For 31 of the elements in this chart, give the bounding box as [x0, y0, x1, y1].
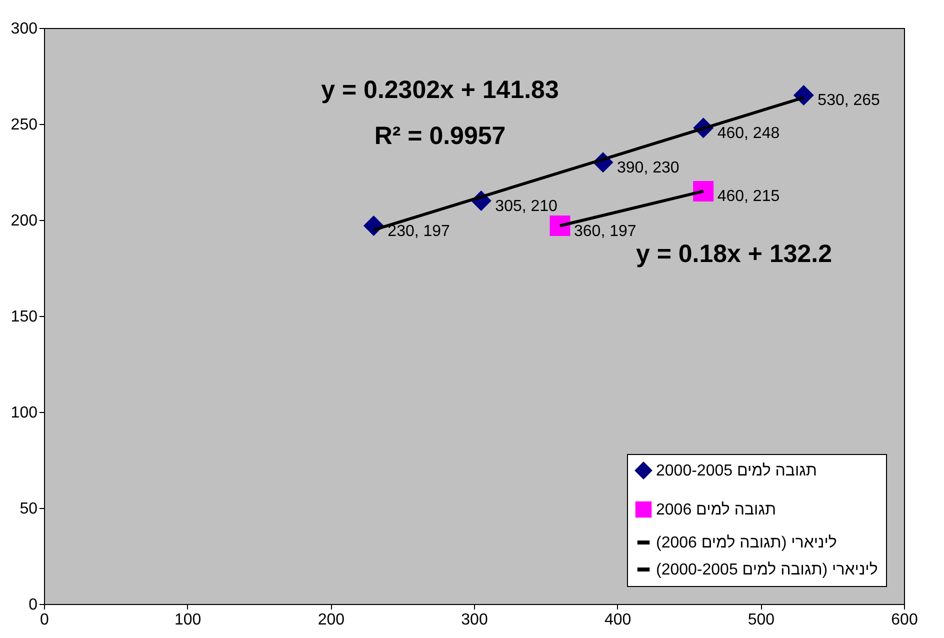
data-label: 360, 197 — [574, 222, 636, 240]
data-label: 230, 197 — [388, 222, 450, 240]
annotation: y = 0.18x + 132.2 — [636, 240, 832, 268]
y-tick-label: 150 — [10, 308, 38, 326]
data-label: 460, 215 — [717, 188, 780, 206]
y-tick-label: 300 — [10, 20, 38, 38]
point — [693, 180, 714, 202]
point — [793, 84, 814, 106]
annotation: y = 0.2302x + 141.83 — [321, 76, 559, 104]
y-tick-label: 250 — [10, 116, 38, 134]
x-tick-label: 600 — [891, 612, 918, 628]
data-label: 305, 210 — [495, 198, 558, 215]
data-label: 530, 265 — [818, 92, 880, 110]
x-tick-label: 0 — [40, 612, 50, 628]
x-tick-label: 500 — [748, 612, 775, 628]
legend-label: ליניארי (תגובה למים 2006) — [656, 534, 837, 552]
annotation: R² = 0.9957 — [374, 122, 506, 150]
y-tick-label: 200 — [10, 212, 38, 230]
data-label: 460, 248 — [717, 124, 780, 142]
x-tick-label: 400 — [604, 612, 632, 628]
x-tick-label: 200 — [318, 612, 345, 628]
x-tick-label: 300 — [461, 612, 488, 628]
legend-label: תגובה למים 2000-2005 — [656, 462, 817, 480]
x-tick-label: 100 — [174, 612, 202, 628]
y-tick-label: 50 — [20, 500, 38, 518]
legend-label: תגובה למים 2006 — [656, 500, 776, 518]
data-label: 390, 230 — [617, 159, 680, 176]
y-tick-label: 0 — [28, 596, 38, 614]
legend-label: ליניארי (תגובה למים 2000-2005) — [656, 560, 878, 578]
y-tick-label: 100 — [10, 404, 38, 422]
point — [550, 216, 570, 236]
